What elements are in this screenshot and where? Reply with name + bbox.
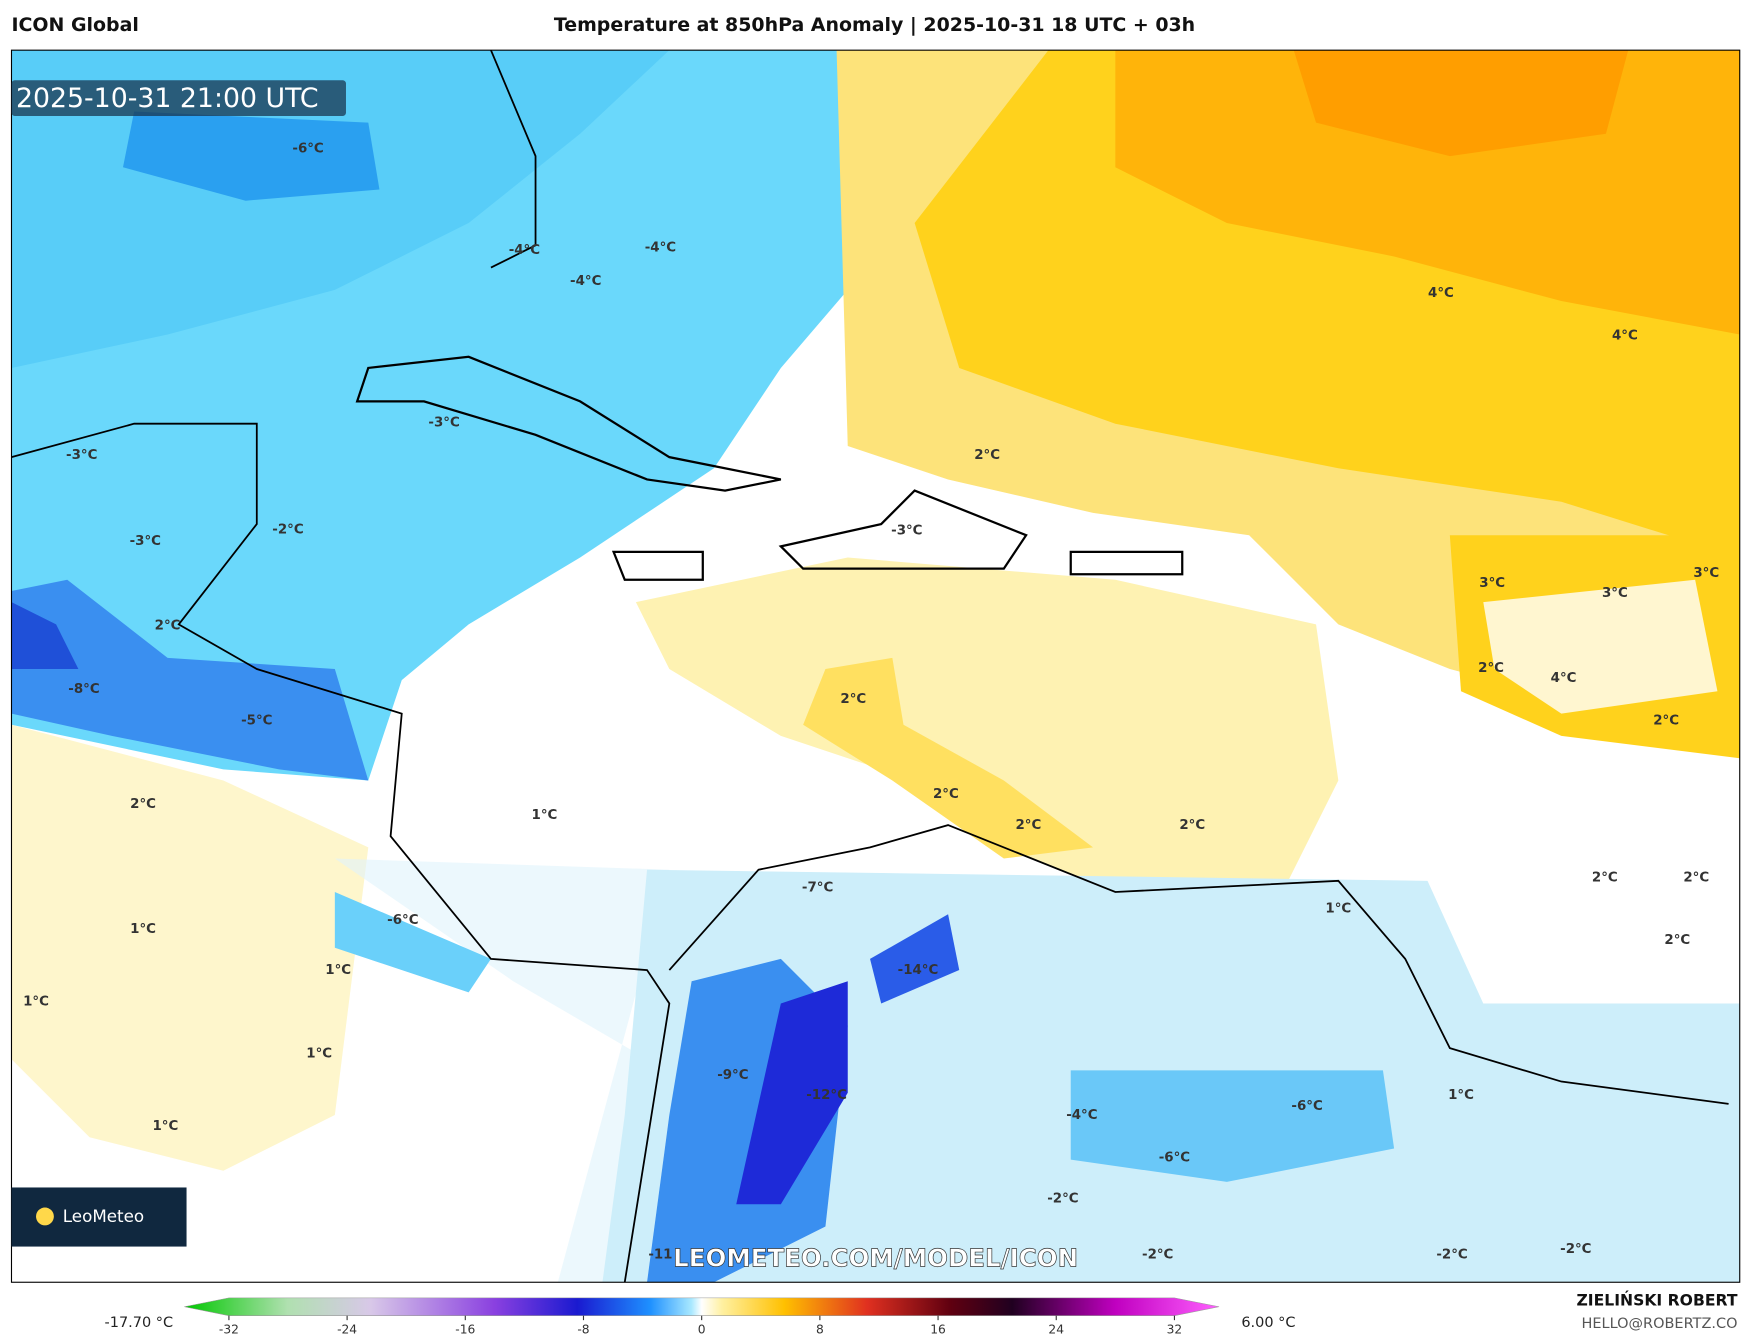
contour-label: -4°C <box>509 243 540 258</box>
contour-label: -2°C <box>1142 1247 1173 1262</box>
contour-label: -9°C <box>717 1068 748 1083</box>
contour-label: -6°C <box>1159 1150 1190 1165</box>
map-title: Temperature at 850hPa Anomaly | 2025-10-… <box>554 14 1195 36</box>
contour-label: -4°C <box>645 241 676 256</box>
contour-label: -2°C <box>1047 1192 1078 1207</box>
contour-label: 1°C <box>306 1047 332 1062</box>
contour-label: 2°C <box>1015 818 1041 833</box>
contour-label: -12°C <box>806 1088 847 1103</box>
contour-label: 2°C <box>974 448 1000 463</box>
colorbar-min: -17.70 °C <box>105 1315 174 1331</box>
contour-label: 3°C <box>1602 586 1628 601</box>
contour-label: -2°C <box>272 523 303 538</box>
author: ZIELIŃSKI ROBERT <box>1576 1291 1737 1310</box>
contour-label: -2°C <box>1436 1247 1467 1262</box>
contour-label: 2°C <box>155 619 181 634</box>
contour-label: 1°C <box>130 922 156 937</box>
colorbar-tick-label: -16 <box>455 1323 475 1337</box>
contour-label: -3°C <box>891 524 922 539</box>
colorbar-tick-label: 16 <box>930 1323 946 1337</box>
contour-label: 2°C <box>1592 871 1618 886</box>
contour-label: 1°C <box>325 963 351 978</box>
contour-label: -6°C <box>387 913 418 928</box>
colorbar-max: 6.00 °C <box>1241 1315 1295 1331</box>
contour-label: -4°C <box>570 274 601 289</box>
contour-label: 2°C <box>1478 661 1504 676</box>
contour-label: -6°C <box>292 141 323 156</box>
contour-label: 2°C <box>1683 871 1709 886</box>
colorbar-tick-label: -32 <box>219 1323 239 1337</box>
contour-label: -11 <box>648 1247 672 1262</box>
contour-label: -7°C <box>802 881 833 896</box>
colorbar-tick-label: 32 <box>1167 1323 1183 1337</box>
contour-label: 2°C <box>1653 713 1679 728</box>
contour-label: -3°C <box>428 416 459 431</box>
colorbar-tick-label: 8 <box>816 1323 824 1337</box>
email: HELLO@ROBERTZ.CO <box>1581 1316 1737 1332</box>
contour-label: -6°C <box>1291 1099 1322 1114</box>
contour-labels: -6°C -4°C -4°C -4°C 4°C 4°C -3°C -3°C 2°C -2°C -3°… <box>23 141 1719 1262</box>
contour-label: 1°C <box>1448 1088 1474 1103</box>
contour-label: 2°C <box>1664 933 1690 948</box>
map-timestamp: 2025-10-31 21:00 UTC <box>16 83 319 114</box>
contour-label: 1°C <box>152 1119 178 1134</box>
contour-label: 2°C <box>840 692 866 707</box>
map: 2025-10-31 21:00 UTC LeoMeteo LEOMETEO.C… <box>10 49 1741 1283</box>
contour-label: 2°C <box>933 787 959 802</box>
contour-label: -14°C <box>898 963 939 978</box>
contour-label: -4°C <box>1066 1108 1097 1123</box>
contour-label: -2°C <box>1560 1242 1591 1257</box>
contour-label: 3°C <box>1693 566 1719 581</box>
colorbar: -17.70 °C 6.00 °C -32 -24 -16 -8 0 8 16 24 32 <box>105 1297 1296 1337</box>
contour-label: 1°C <box>23 994 49 1009</box>
contour-label: 1°C <box>532 808 558 823</box>
colorbar-tick-label: 0 <box>698 1323 706 1337</box>
watermark: LEOMETEO.COM/MODEL/ICON <box>673 1244 1078 1273</box>
colorbar-tick-label: -8 <box>577 1323 589 1337</box>
contour-label: 1°C <box>1325 902 1351 917</box>
contour-label: -3°C <box>130 534 161 549</box>
contour-label: 4°C <box>1551 671 1577 686</box>
colorbar-tick-label: 24 <box>1048 1323 1064 1337</box>
colorbar-tick-label: -24 <box>337 1323 357 1337</box>
model-name: ICON Global <box>11 14 138 36</box>
contour-label: 4°C <box>1612 329 1638 344</box>
contour-label: 2°C <box>130 797 156 812</box>
contour-label: 4°C <box>1428 286 1454 301</box>
logo-text: LeoMeteo <box>63 1206 144 1226</box>
contour-label: 3°C <box>1479 576 1505 591</box>
contour-label: 2°C <box>1179 818 1205 833</box>
contour-label: -3°C <box>66 448 97 463</box>
contour-label: -8°C <box>68 682 99 697</box>
contour-label: -5°C <box>241 713 272 728</box>
